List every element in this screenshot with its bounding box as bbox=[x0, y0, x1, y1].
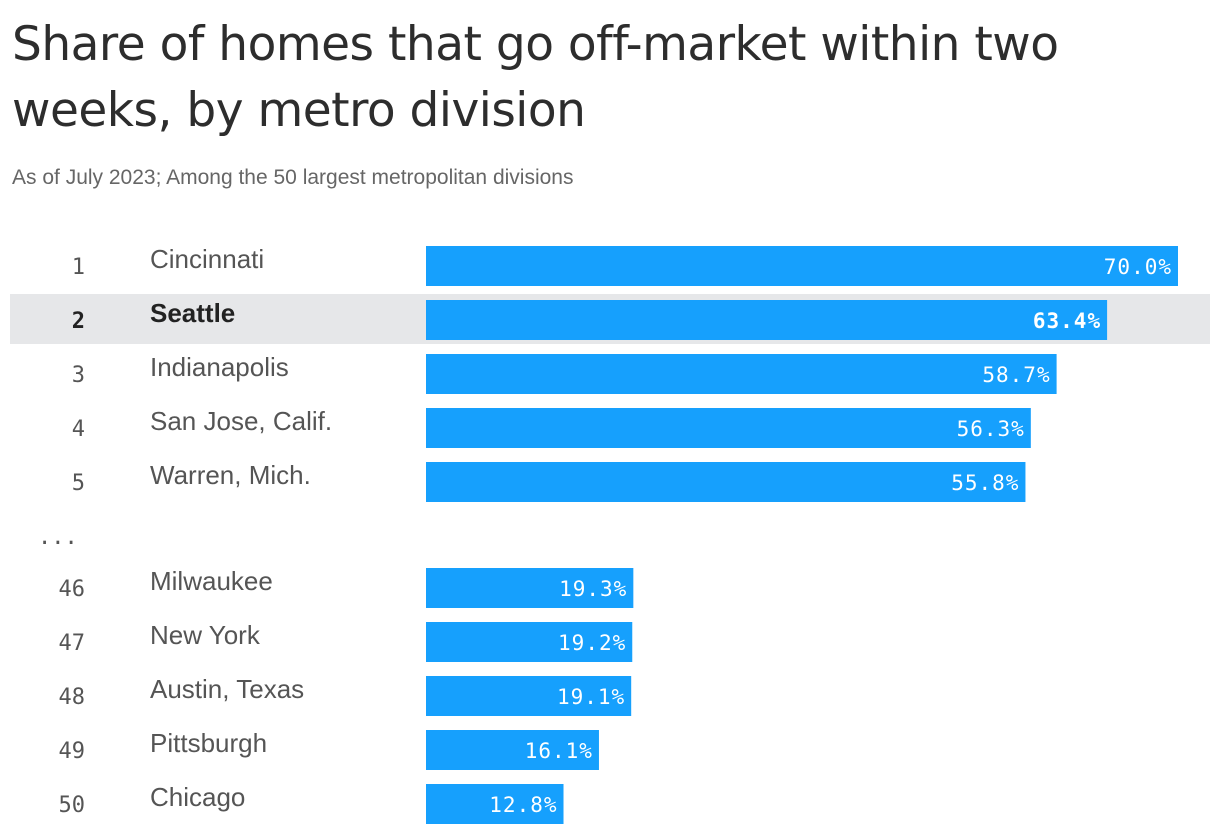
metro-name-label: Austin, Texas bbox=[150, 674, 304, 704]
metro-name-label: Pittsburgh bbox=[150, 728, 267, 758]
metro-name-label: Seattle bbox=[150, 298, 235, 328]
rank-label: 5 bbox=[72, 471, 85, 496]
bar bbox=[426, 676, 632, 716]
value-label: 12.8% bbox=[489, 793, 557, 817]
bar bbox=[426, 462, 1026, 502]
value-label: 70.0% bbox=[1104, 255, 1172, 279]
value-label: 19.3% bbox=[559, 577, 627, 601]
chart-title: Share of homes that go off-market within… bbox=[12, 17, 1059, 138]
metro-name-label: New York bbox=[150, 620, 261, 650]
value-label: 56.3% bbox=[957, 417, 1025, 441]
rank-label: 47 bbox=[59, 631, 86, 656]
bar bbox=[426, 784, 564, 824]
metro-name-label: Chicago bbox=[150, 782, 245, 812]
bar bbox=[426, 246, 1178, 286]
gap-ellipsis: ... bbox=[38, 525, 78, 550]
bar bbox=[426, 730, 599, 770]
value-label: 19.2% bbox=[558, 631, 626, 655]
bar bbox=[426, 300, 1108, 340]
metro-name-label: Milwaukee bbox=[150, 566, 273, 596]
metro-name-label: San Jose, Calif. bbox=[150, 406, 332, 436]
metro-name-label: Indianapolis bbox=[150, 352, 289, 382]
rank-label: 3 bbox=[72, 363, 85, 388]
rank-label: 46 bbox=[59, 577, 86, 602]
chart-subtitle: As of July 2023; Among the 50 largest me… bbox=[12, 166, 574, 189]
value-label: 63.4% bbox=[1033, 309, 1101, 333]
rank-label: 1 bbox=[72, 255, 85, 280]
bar bbox=[426, 568, 634, 608]
value-label: 19.1% bbox=[557, 685, 625, 709]
metro-name-label: Cincinnati bbox=[150, 244, 264, 274]
bar bbox=[426, 354, 1057, 394]
rank-label: 4 bbox=[72, 417, 85, 442]
bar bbox=[426, 622, 633, 662]
metro-name-label: Warren, Mich. bbox=[150, 460, 311, 490]
value-label: 55.8% bbox=[951, 471, 1019, 495]
bar bbox=[426, 408, 1031, 448]
rank-label: 2 bbox=[72, 309, 85, 334]
rank-label: 50 bbox=[59, 793, 86, 818]
value-label: 16.1% bbox=[525, 739, 593, 763]
value-label: 58.7% bbox=[982, 363, 1050, 387]
rank-label: 49 bbox=[59, 739, 86, 764]
rank-label: 48 bbox=[59, 685, 86, 710]
